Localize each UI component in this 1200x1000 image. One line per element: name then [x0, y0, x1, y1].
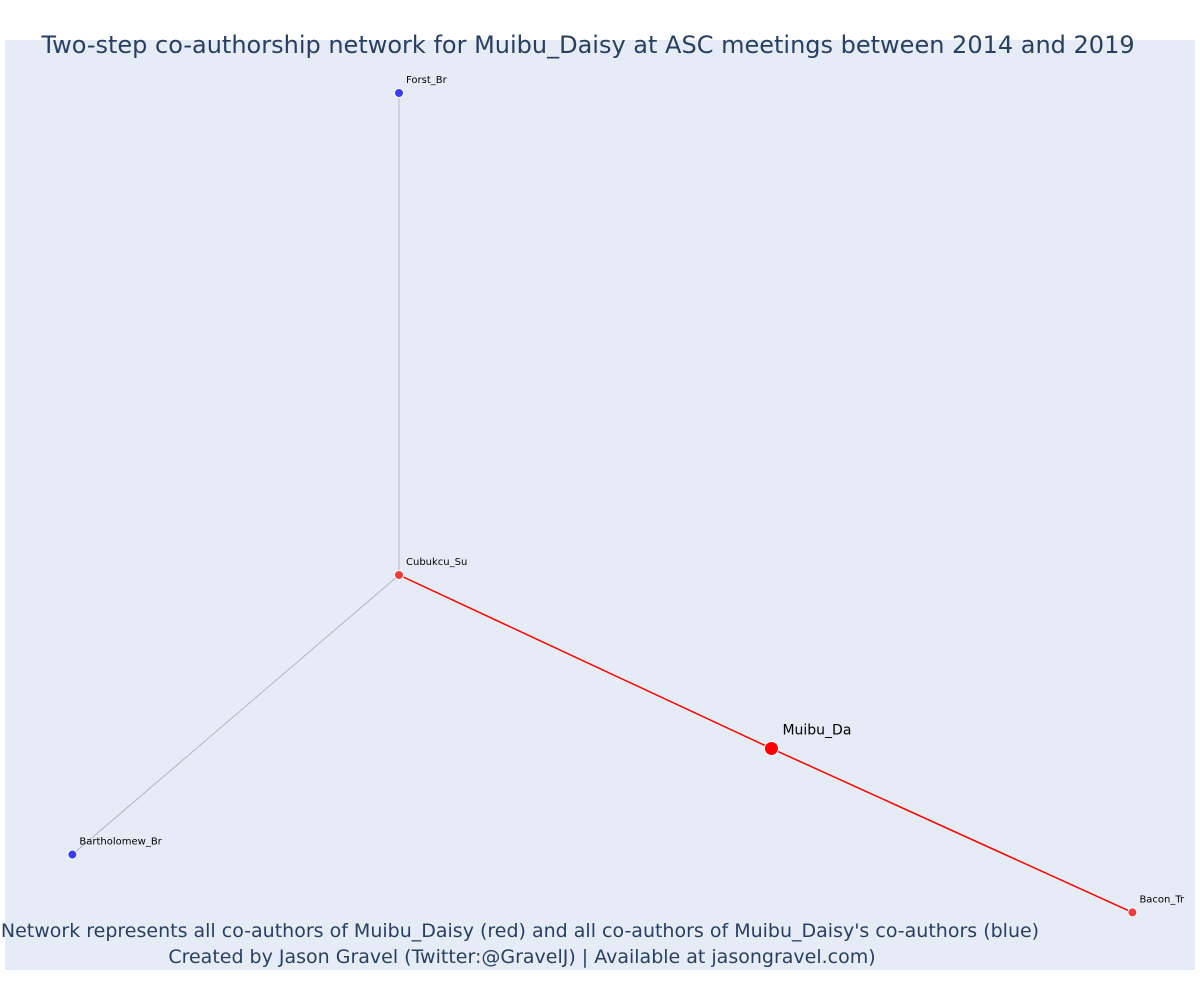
node-cubukcu-su[interactable] — [394, 570, 404, 580]
node-label-forst-br: Forst_Br — [406, 75, 448, 86]
chart-title: Two-step co-authorship network for Muibu… — [40, 31, 1134, 59]
plot-background — [5, 40, 1195, 970]
node-label-cubukcu-su: Cubukcu_Su — [406, 557, 467, 568]
node-bacon-tr[interactable] — [1127, 907, 1138, 918]
node-label-muibu-da: Muibu_Da — [782, 723, 851, 739]
edge-cubukcu-su-bartholomew-br — [72, 574, 400, 855]
node-label-bacon-tr: Bacon_Tr — [1139, 894, 1185, 905]
node-bartholomew-br[interactable] — [67, 849, 78, 860]
caption-line-2: Created by Jason Gravel (Twitter:@Gravel… — [168, 946, 875, 968]
node-muibu-da[interactable] — [763, 741, 779, 757]
edges-layer — [72, 93, 1133, 914]
node-label-bartholomew-br: Bartholomew_Br — [79, 837, 162, 848]
caption-line-1: Network represents all co-authors of Mui… — [1, 920, 1039, 942]
node-forst-br[interactable] — [394, 88, 404, 98]
edge-cubukcu-su-muibu-da — [398, 574, 772, 750]
edge-muibu-da-bacon-tr — [771, 747, 1133, 914]
labels-layer: Forst_Br Cubukcu_Su Bartholomew_Br Muibu_Da… — [79, 75, 1185, 905]
nodes-layer — [67, 88, 1138, 918]
